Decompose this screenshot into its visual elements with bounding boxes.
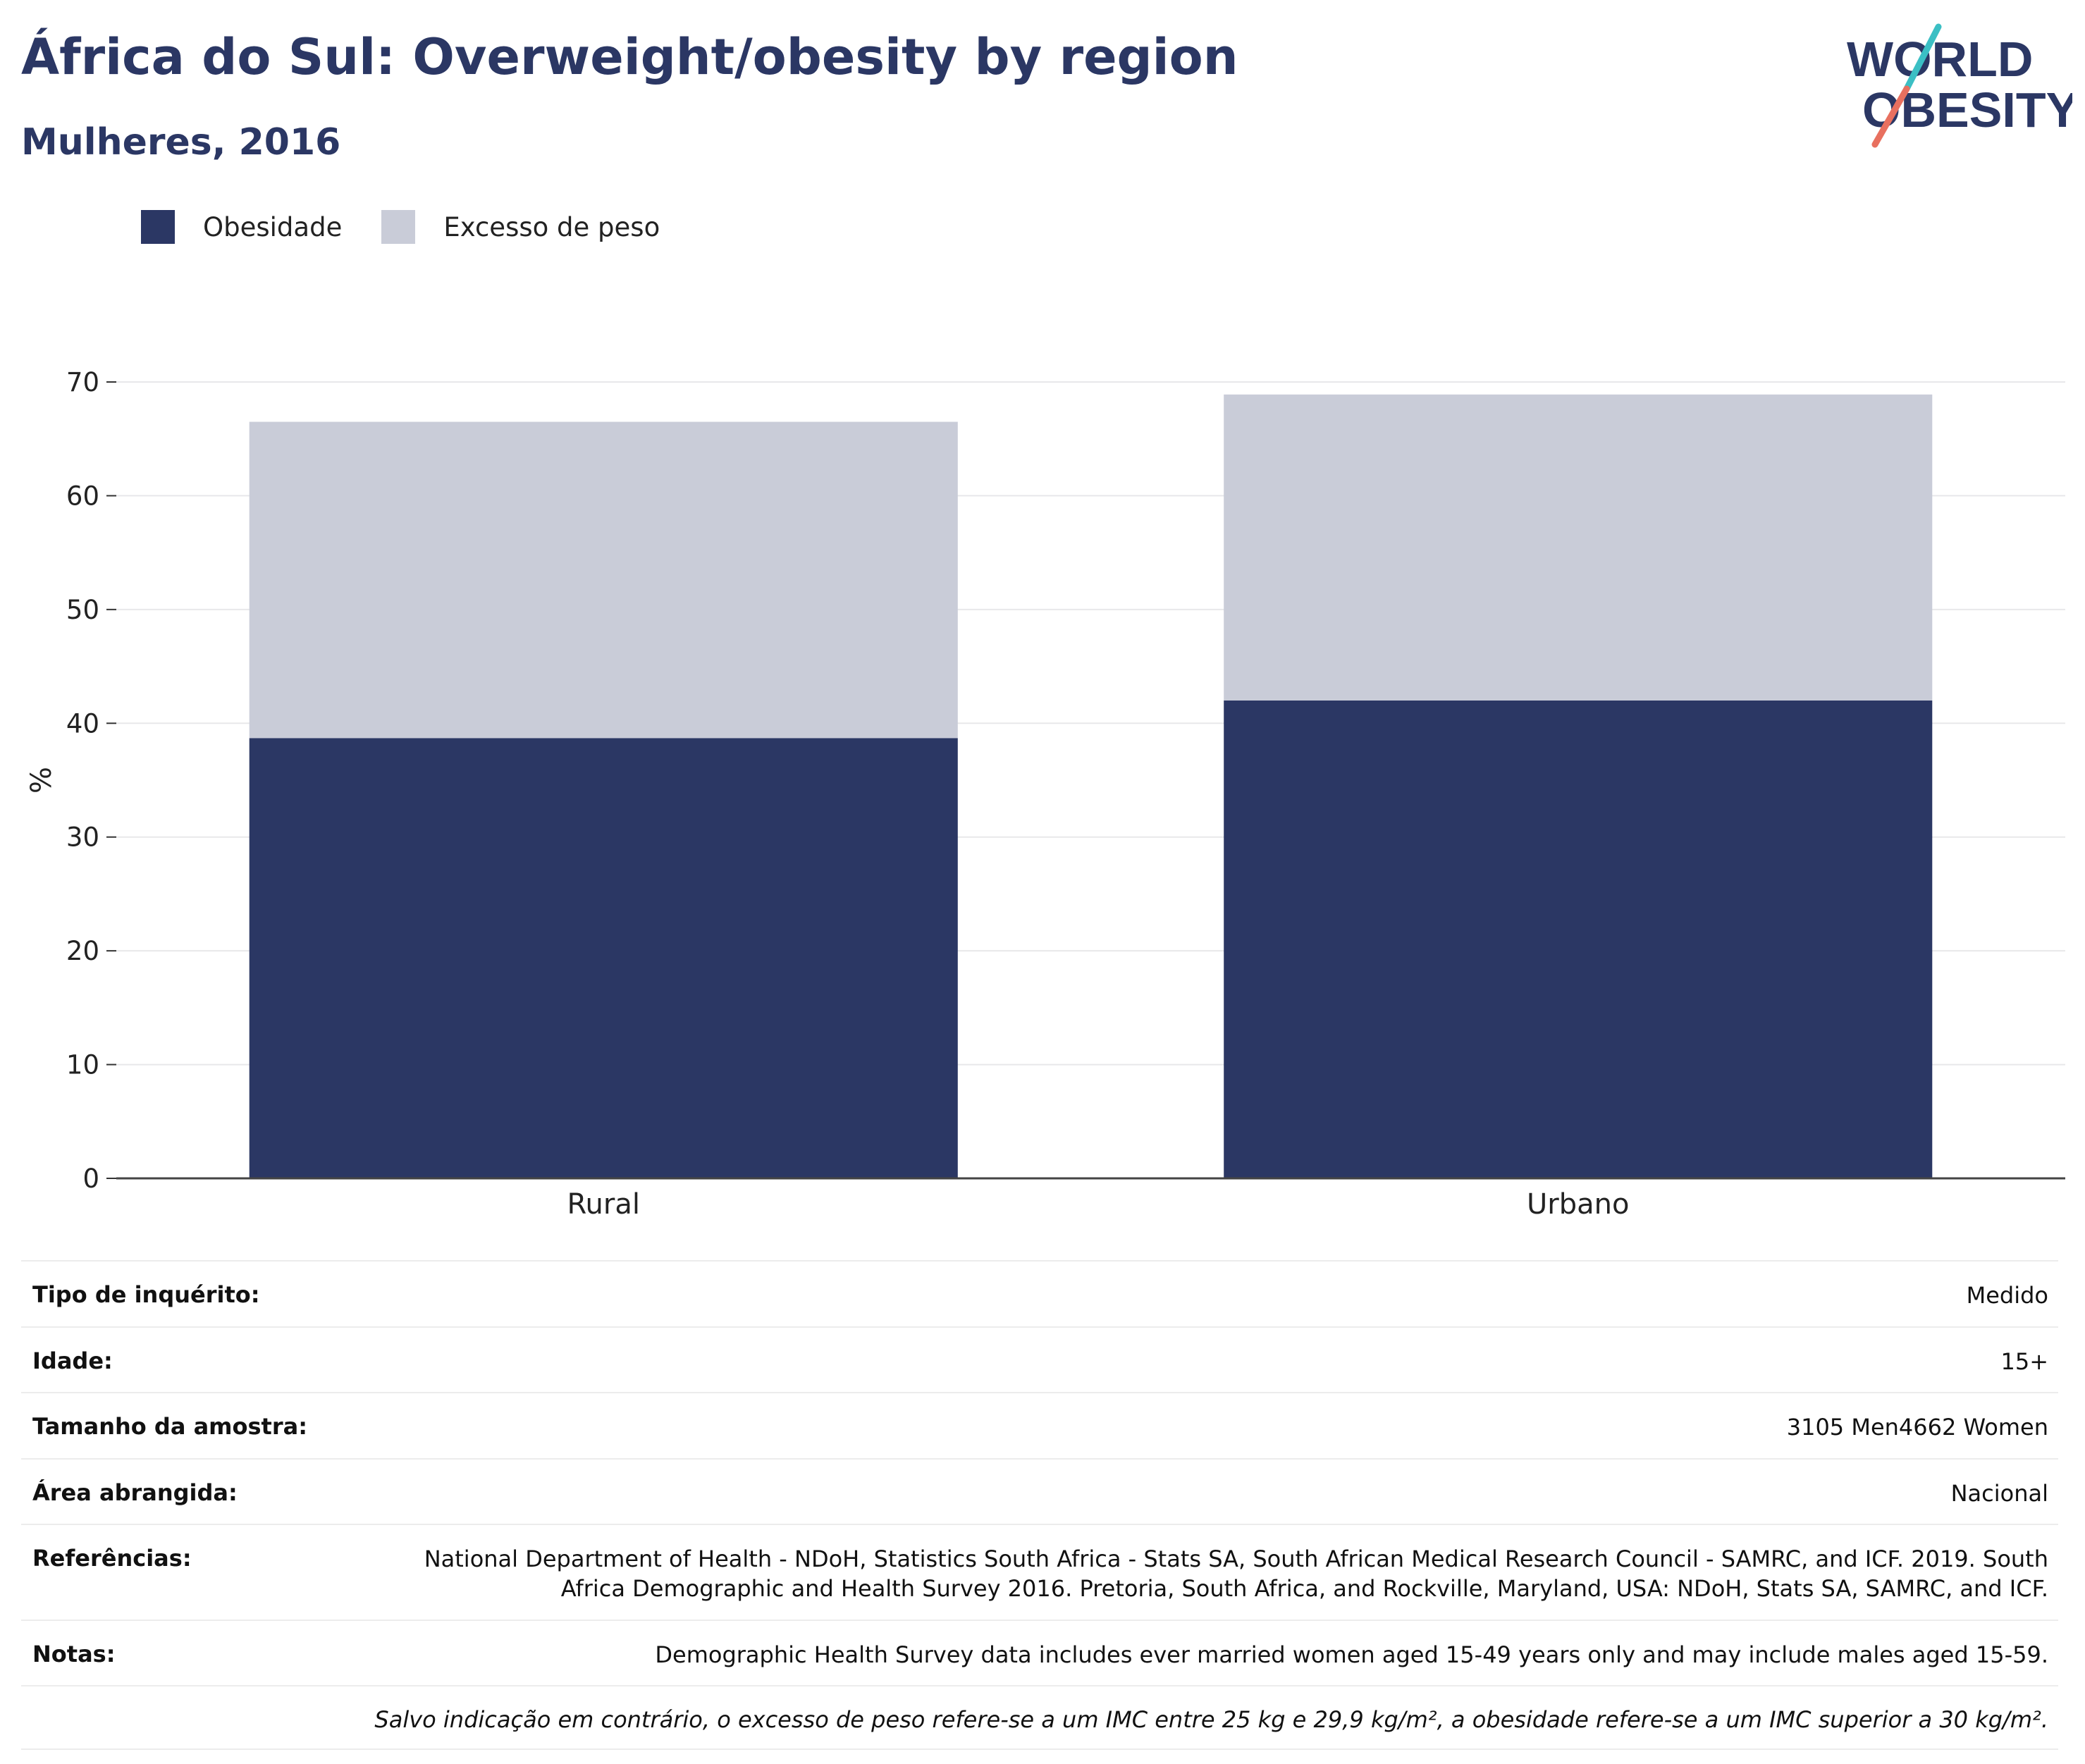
y-tick-label: 20 <box>66 936 99 966</box>
logo-text-world: WORLD <box>1847 32 2033 87</box>
y-tick-label: 10 <box>66 1050 99 1080</box>
x-tick-label: Rural <box>567 1188 640 1221</box>
survey-info-table: Tipo de inquérito: Medido Idade: 15+ Tam… <box>21 1260 2058 1751</box>
x-tick-label: Urbano <box>1527 1188 1629 1221</box>
info-label: Tipo de inquérito: <box>32 1281 260 1308</box>
info-row-survey-type: Tipo de inquérito: Medido <box>21 1262 2058 1328</box>
bar-segment-overweight <box>1224 394 1933 701</box>
info-label: Área abrangida: <box>32 1479 238 1506</box>
info-label: Referências: <box>32 1545 192 1572</box>
y-tick-label: 0 <box>82 1164 99 1194</box>
info-row-references: Referências: National Department of Heal… <box>21 1525 2058 1621</box>
logo-slash-coral <box>1871 85 1910 148</box>
info-label: Tamanho da amostra: <box>32 1413 307 1441</box>
legend-item-overweight[interactable]: Excesso de peso <box>381 210 660 244</box>
y-tick-label: 60 <box>66 481 99 511</box>
bmi-footnote: Salvo indicação em contrário, o excesso … <box>374 1706 2048 1734</box>
y-tick-label: 70 <box>66 367 99 397</box>
bar-segment-obesity <box>1224 701 1933 1178</box>
legend-item-obesity[interactable]: Obesidade <box>141 210 342 244</box>
bar-segment-obesity <box>249 738 958 1178</box>
info-row-age: Idade: 15+ <box>21 1328 2058 1394</box>
info-value: 3105 Men4662 Women <box>1786 1414 2048 1441</box>
bar-segment-overweight <box>249 421 958 739</box>
info-value: Nacional <box>1950 1479 2048 1507</box>
y-tick-label: 40 <box>66 708 99 739</box>
y-tick-label: 50 <box>66 595 99 625</box>
legend-swatch-obesity <box>141 210 175 244</box>
info-row-area: Área abrangida: Nacional <box>21 1460 2058 1526</box>
info-row-sample-size: Tamanho da amostra: 3105 Men4662 Women <box>21 1393 2058 1460</box>
y-axis-label: % <box>25 767 58 794</box>
info-row-notes: Notas: Demographic Health Survey data in… <box>21 1621 2058 1687</box>
info-label: Notas: <box>32 1640 116 1667</box>
info-value: National Department of Health - NDoH, St… <box>424 1546 2048 1602</box>
legend-label-obesity: Obesidade <box>203 211 343 242</box>
bar-chart: 0 10 20 30 40 50 60 70% Rural Urbano <box>25 367 2065 1221</box>
info-row-footnote: Salvo indicação em contrário, o excesso … <box>21 1686 2058 1751</box>
info-value: 15+ <box>2000 1347 2048 1375</box>
info-value: Demographic Health Survey data includes … <box>655 1641 2048 1668</box>
legend-label-overweight: Excesso de peso <box>443 211 660 242</box>
chart-subtitle: Mulheres, 2016 <box>21 121 341 164</box>
chart-title: África do Sul: Overweight/obesity by reg… <box>21 28 1238 86</box>
info-label: Idade: <box>32 1347 113 1374</box>
legend-swatch-overweight <box>381 210 416 244</box>
logo-slash-teal <box>1903 23 1942 92</box>
world-obesity-logo: WORLD OBESITY <box>1847 23 2072 148</box>
chart-legend: Obesidade Excesso de peso <box>141 210 699 244</box>
y-tick-label: 30 <box>66 822 99 853</box>
info-value: Medido <box>1966 1282 2048 1309</box>
